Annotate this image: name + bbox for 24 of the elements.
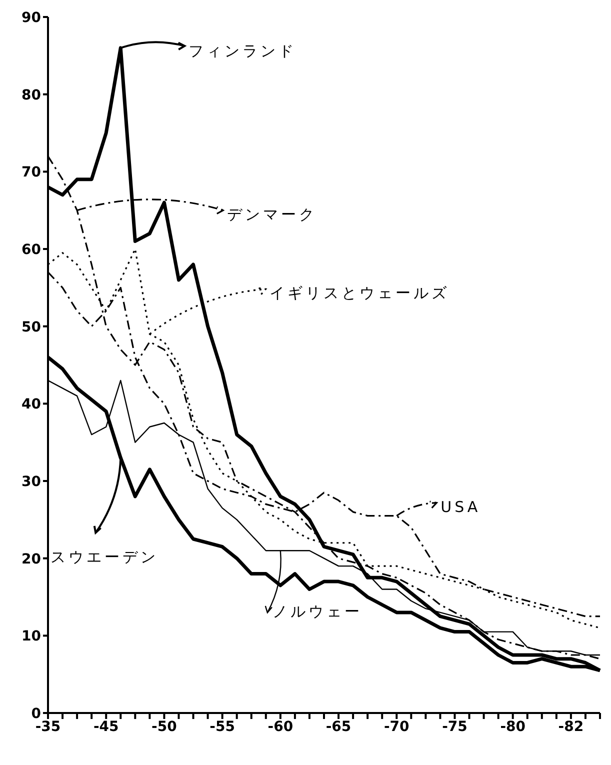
y-tick-label: 80 [22,87,42,104]
y-tick-label: 90 [22,10,42,26]
x-tick-label: -50 [152,718,178,735]
x-tick-label: -45 [93,718,119,735]
text: スウエーデン [50,548,159,566]
x-tick-label: -82 [558,718,584,735]
legend-label: フィンランド [188,42,297,60]
y-tick-label: 30 [22,474,42,490]
x-tick-label: -70 [384,718,410,735]
x-tick-label: -60 [268,718,294,735]
y-tick-label: 70 [22,164,42,181]
y-tick-label: 20 [22,551,42,568]
x-tick-label: -75 [442,718,468,735]
legend-label: デンマーク [227,205,318,224]
y-tick-label: 10 [22,628,42,645]
y-tick-label: 60 [22,242,42,258]
x-tick-label: -55 [210,718,235,735]
x-tick-label: -65 [326,718,352,735]
y-tick-label: 40 [22,396,42,413]
x-tick-label: -80 [500,718,526,735]
y-tick-label: 50 [22,319,42,336]
legend-label: ノルウェー [272,602,362,621]
legend-label: USA [440,498,481,516]
legend-label: イギリスとウェールズ [270,284,450,302]
